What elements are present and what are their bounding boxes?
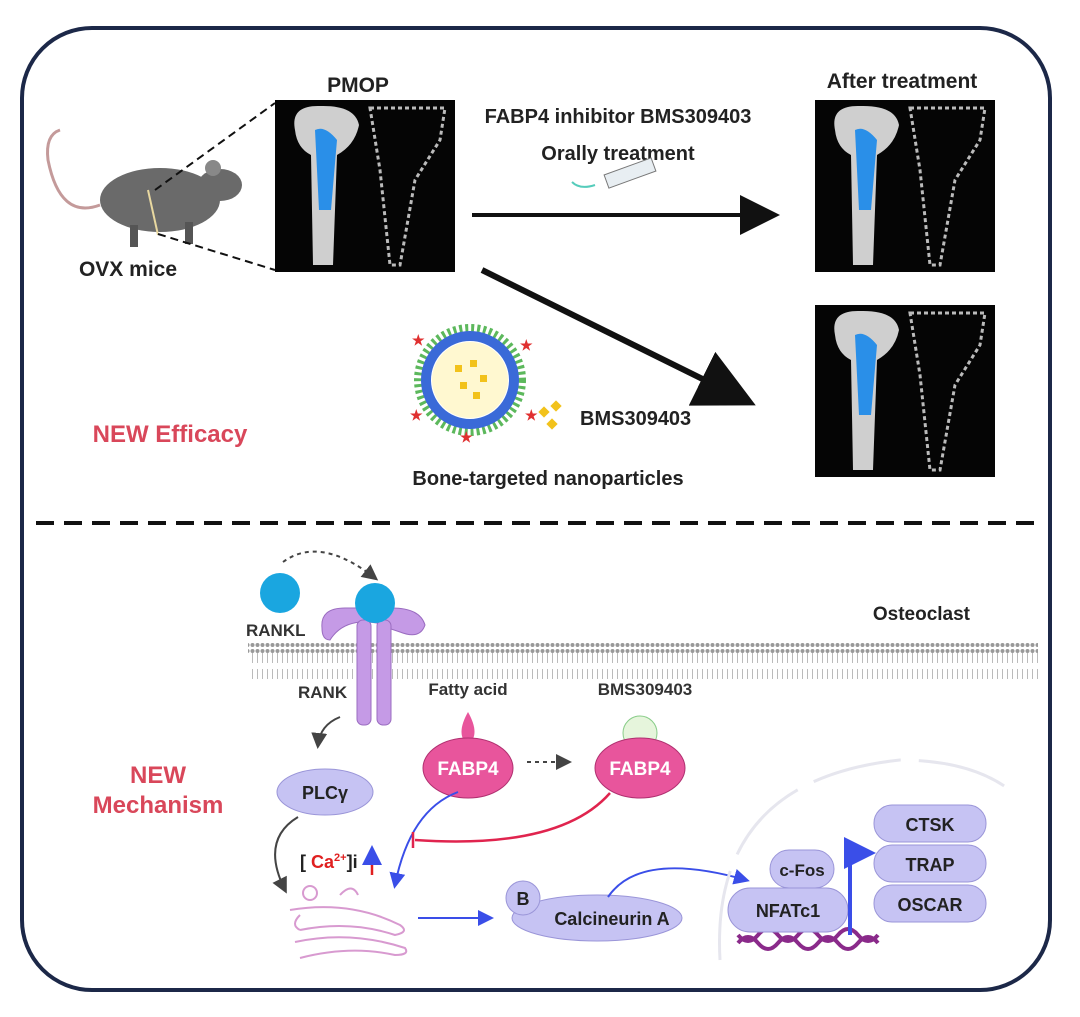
- fabp4-label-b: FABP4: [609, 759, 671, 780]
- fatty-acid-icon: [461, 712, 475, 745]
- rankl-label: RANKL: [246, 621, 306, 640]
- calcineurin-b-label: B: [517, 889, 530, 909]
- osteoclast-label: Osteoclast: [873, 604, 971, 625]
- gene-trap-label: TRAP: [906, 855, 955, 875]
- mouse-illustration: [46, 128, 242, 247]
- nanoparticle-label: Bone-targeted nanoparticles: [412, 468, 683, 490]
- nanoparticle-icon: ★ ★ ★ ★ ★: [410, 324, 538, 445]
- calcium-label: [ Ca2+]i: [300, 852, 358, 872]
- pmop-label: PMOP: [327, 74, 389, 97]
- mechanism-line2: Mechanism: [93, 792, 224, 819]
- gene-oscar-label: OSCAR: [897, 895, 962, 915]
- efficacy-label: NEW Efficacy: [93, 421, 248, 448]
- inhibition-line: [414, 792, 611, 843]
- mouse-label: OVX mice: [79, 258, 177, 281]
- treatment-line2: Orally treatment: [541, 143, 695, 165]
- plcg-node: [276, 768, 374, 816]
- gene-oscar: [873, 884, 987, 923]
- mechanism-line1: NEW: [130, 762, 186, 789]
- rank-receptor: [321, 583, 426, 726]
- calcineurin-a-label: Calcineurin A: [554, 909, 669, 929]
- after-treatment-label: After treatment: [827, 70, 978, 93]
- gene-ctsk-label: CTSK: [906, 815, 955, 835]
- rankl-ligand: [260, 573, 300, 613]
- nfatc1-label: NFATc1: [756, 901, 820, 921]
- cfos-label: c-Fos: [779, 861, 824, 880]
- target-genes: CTSK TRAP OSCAR: [873, 804, 987, 923]
- svg-text:★: ★: [410, 407, 423, 423]
- nanoparticle-arrow: [480, 267, 756, 406]
- syringe-icon: [571, 157, 657, 189]
- svg-text:★: ★: [412, 332, 425, 348]
- after-oral-bone-image: [813, 98, 997, 274]
- calcineurin-b-node: [505, 880, 541, 916]
- svg-text:★: ★: [460, 429, 473, 445]
- treatment-line1: FABP4 inhibitor BMS309403: [485, 106, 752, 128]
- drug-icon: [538, 400, 562, 430]
- fabp4-label-a: FABP4: [437, 759, 499, 780]
- fabp4-node-a: [422, 737, 514, 799]
- calcineurin-a-node: [511, 894, 683, 942]
- nucleus-outline: [718, 758, 1011, 961]
- pmop-bone-image: [273, 98, 457, 274]
- fatty-acid-label: Fatty acid: [428, 680, 507, 699]
- fabp4-node-b: [594, 737, 686, 799]
- endoplasmic-reticulum-icon: [289, 885, 408, 959]
- plcg-label: PLCγ: [302, 783, 348, 803]
- gene-ctsk: [873, 804, 987, 843]
- after-nanoparticle-bone-image: [813, 303, 997, 479]
- gene-trap: [873, 844, 987, 883]
- bms-label: BMS309403: [598, 680, 693, 699]
- rank-label: RANK: [298, 683, 348, 702]
- svg-text:★: ★: [525, 407, 538, 423]
- svg-text:★: ★: [520, 337, 533, 353]
- drug-label: BMS309403: [580, 408, 691, 430]
- transcription-arrow: [844, 837, 876, 935]
